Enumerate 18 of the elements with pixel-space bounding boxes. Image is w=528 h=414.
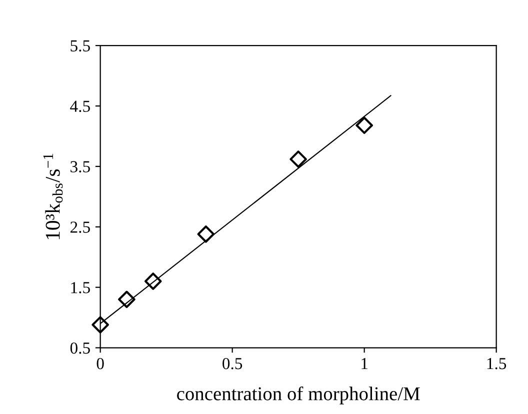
point bbox=[356, 116, 373, 134]
y-tick-label: 1.5 bbox=[71, 282, 90, 294]
x-tick-label: 1 bbox=[362, 358, 368, 370]
x-tick-label: 1.5 bbox=[487, 358, 506, 370]
point bbox=[92, 316, 109, 334]
y-tick-label: 2.5 bbox=[70, 222, 90, 233]
point bbox=[197, 225, 215, 243]
x-axis-title: concentration of morpholine/M bbox=[177, 386, 420, 404]
x-tick-label: 0.5 bbox=[222, 358, 242, 370]
y-tick-label: 5.5 bbox=[70, 40, 90, 52]
y-tick-label: 4.5 bbox=[70, 100, 90, 112]
x-tick-label: 0 bbox=[96, 358, 104, 370]
point bbox=[290, 150, 307, 168]
point bbox=[118, 290, 136, 308]
y-axis-title: 10³k$_{obs}$/s$^{−1}$ bbox=[43, 154, 63, 240]
point bbox=[144, 272, 162, 290]
y-tick-label: 3.5 bbox=[70, 161, 90, 172]
y-tick-label: 0.5 bbox=[70, 342, 90, 354]
